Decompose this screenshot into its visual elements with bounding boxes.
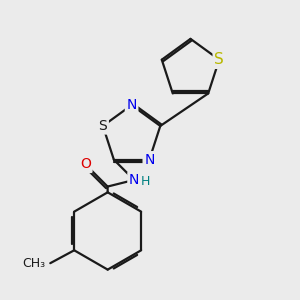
- Text: CH₃: CH₃: [23, 257, 46, 270]
- Text: S: S: [214, 52, 224, 67]
- Text: N: N: [129, 173, 139, 187]
- Text: O: O: [80, 158, 91, 172]
- Text: N: N: [126, 98, 137, 112]
- Text: H: H: [141, 175, 151, 188]
- Text: N: N: [144, 153, 154, 167]
- Text: S: S: [98, 119, 107, 133]
